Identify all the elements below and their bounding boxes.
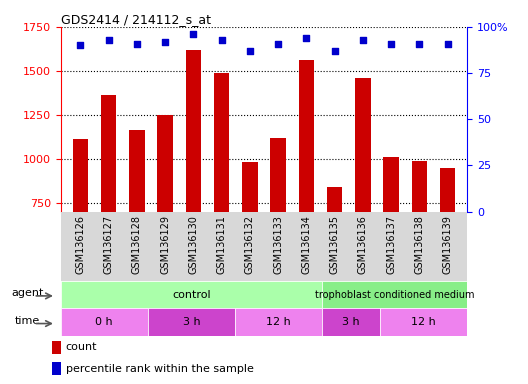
Text: percentile rank within the sample: percentile rank within the sample [65, 364, 253, 374]
Text: 12 h: 12 h [411, 317, 436, 327]
Bar [327, 187, 342, 335]
Point [274, 40, 282, 46]
Bar [235, 308, 322, 336]
Text: 3 h: 3 h [183, 317, 200, 327]
Text: GSM136138: GSM136138 [414, 215, 425, 274]
Point [331, 48, 339, 54]
Bar [411, 161, 427, 335]
Bar [440, 167, 455, 335]
Text: count: count [65, 343, 97, 353]
Point [246, 48, 254, 54]
Text: control: control [172, 290, 211, 300]
Text: GSM136136: GSM136136 [358, 215, 368, 274]
Bar [148, 308, 235, 336]
Bar [52, 341, 61, 354]
Text: GSM136134: GSM136134 [301, 215, 312, 274]
Text: GSM136135: GSM136135 [329, 215, 340, 274]
Bar [73, 139, 88, 335]
Text: 3 h: 3 h [342, 317, 360, 327]
Point [387, 40, 395, 46]
Point [76, 42, 84, 48]
Text: GSM136128: GSM136128 [132, 215, 142, 274]
Point [444, 40, 452, 46]
Bar [101, 96, 117, 335]
Text: 12 h: 12 h [266, 317, 291, 327]
Bar [186, 50, 201, 335]
Bar [61, 281, 322, 308]
Bar [242, 162, 258, 335]
Text: GSM136126: GSM136126 [76, 215, 86, 274]
Point [105, 37, 113, 43]
Bar [380, 308, 467, 336]
Text: GSM136131: GSM136131 [216, 215, 227, 274]
Bar [61, 308, 148, 336]
Bar [129, 130, 145, 335]
Text: time: time [15, 316, 40, 326]
Text: trophoblast conditioned medium: trophoblast conditioned medium [315, 290, 475, 300]
Text: GSM136133: GSM136133 [273, 215, 283, 274]
Point [302, 35, 310, 41]
Text: 0 h: 0 h [96, 317, 113, 327]
Text: GSM136139: GSM136139 [442, 215, 452, 274]
Bar [322, 308, 380, 336]
Bar [214, 73, 229, 335]
Text: GSM136129: GSM136129 [160, 215, 170, 274]
Point [161, 38, 169, 45]
Bar [52, 362, 61, 375]
Text: GSM136127: GSM136127 [103, 215, 114, 274]
Bar [157, 115, 173, 335]
Bar [322, 281, 467, 308]
Bar [61, 212, 467, 281]
Bar [355, 78, 371, 335]
Point [133, 40, 141, 46]
Bar [299, 60, 314, 335]
Text: GSM136130: GSM136130 [188, 215, 199, 274]
Text: GSM136137: GSM136137 [386, 215, 396, 274]
Point [218, 37, 226, 43]
Point [415, 40, 423, 46]
Point [359, 37, 367, 43]
Bar [383, 157, 399, 335]
Text: agent: agent [11, 288, 43, 298]
Text: GDS2414 / 214112_s_at: GDS2414 / 214112_s_at [61, 13, 211, 26]
Point [189, 31, 197, 37]
Bar [270, 138, 286, 335]
Text: GSM136132: GSM136132 [245, 215, 255, 274]
